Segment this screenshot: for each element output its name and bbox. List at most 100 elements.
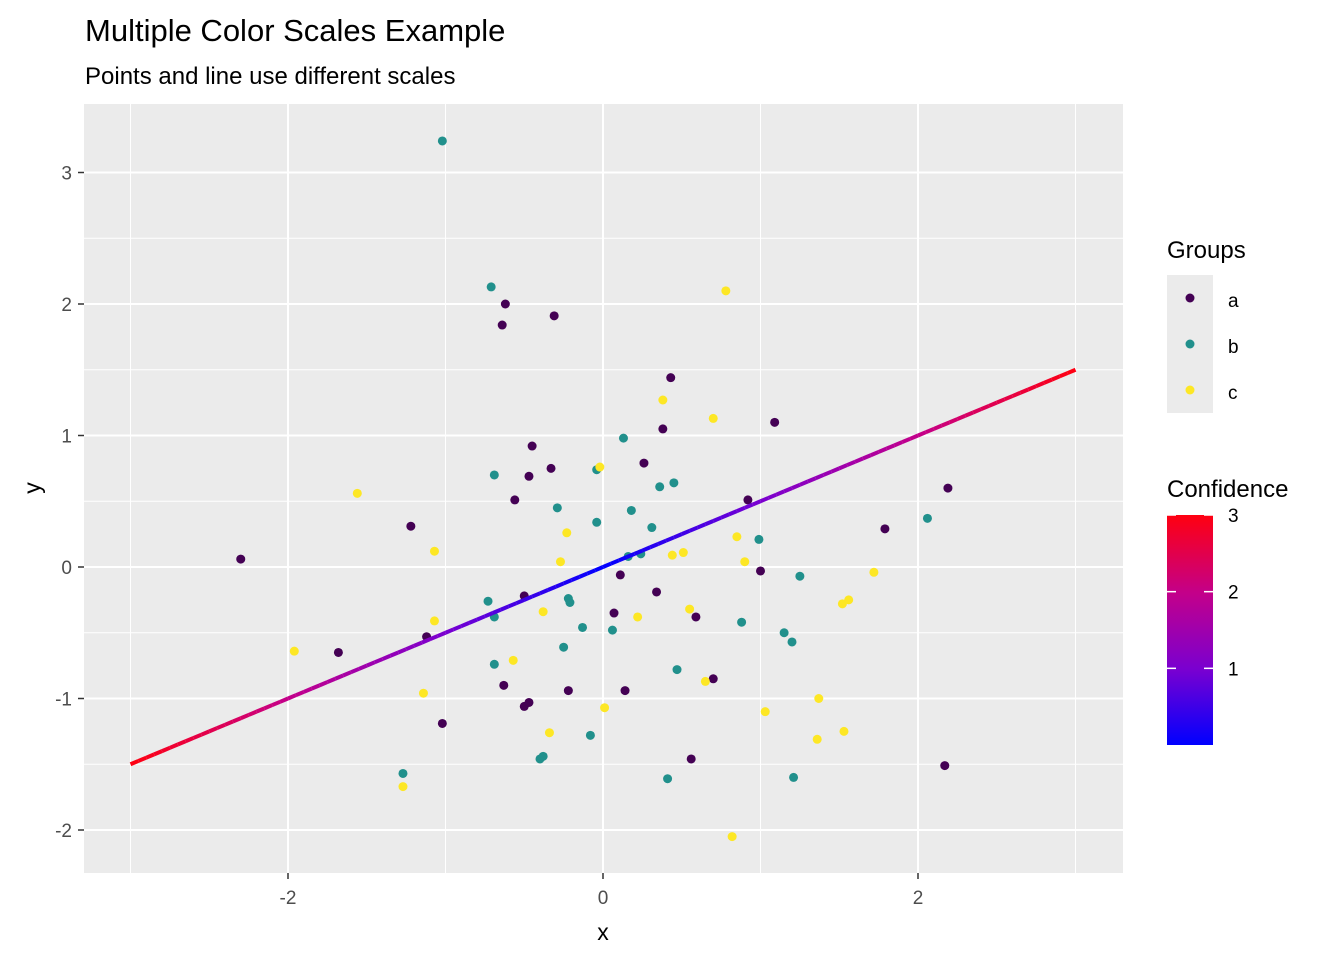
line-segment bbox=[594, 565, 604, 573]
line-segment bbox=[350, 667, 360, 675]
line-segment bbox=[925, 427, 935, 435]
line-segment bbox=[184, 736, 195, 744]
point-b bbox=[489, 659, 499, 669]
point-c bbox=[844, 595, 854, 605]
line-segment bbox=[625, 552, 636, 559]
point-a bbox=[880, 524, 890, 534]
line-segment bbox=[1058, 371, 1069, 379]
x-tick-label: -2 bbox=[280, 888, 297, 909]
line-segment bbox=[586, 568, 596, 576]
point-b bbox=[663, 774, 673, 784]
line-segment bbox=[799, 479, 809, 487]
x-tick-label: 0 bbox=[598, 888, 609, 909]
point-c bbox=[708, 413, 718, 423]
point-c bbox=[685, 604, 695, 614]
line-segment bbox=[208, 726, 218, 734]
legend-label-a: a bbox=[1228, 291, 1239, 312]
line-segment bbox=[712, 515, 722, 523]
line-segment bbox=[176, 739, 187, 747]
line-segment bbox=[405, 644, 415, 652]
point-a bbox=[943, 483, 953, 493]
point-b bbox=[779, 628, 789, 638]
line-segment bbox=[373, 657, 384, 665]
line-segment bbox=[932, 423, 943, 431]
point-c bbox=[740, 557, 750, 567]
point-a bbox=[563, 686, 573, 696]
line-segment bbox=[728, 509, 738, 517]
point-b bbox=[787, 637, 797, 647]
y-tick-label: 0 bbox=[61, 558, 72, 579]
line-segment bbox=[515, 598, 526, 606]
point-c bbox=[633, 612, 643, 622]
line-segment bbox=[743, 502, 754, 510]
line-segment bbox=[704, 519, 715, 527]
line-segment bbox=[484, 611, 494, 619]
line-segment bbox=[956, 413, 967, 421]
line-segment bbox=[806, 476, 817, 484]
line-segment bbox=[507, 601, 518, 609]
line-segment bbox=[326, 676, 337, 684]
line-segment bbox=[428, 634, 439, 642]
legend-label-b: b bbox=[1228, 337, 1239, 358]
point-c bbox=[839, 726, 849, 736]
point-a bbox=[743, 495, 753, 505]
legend-label-c: c bbox=[1228, 383, 1238, 404]
confidence-line bbox=[129, 367, 1077, 767]
y-tick-label: 2 bbox=[61, 295, 72, 316]
point-c bbox=[555, 557, 565, 567]
point-c bbox=[700, 676, 710, 686]
line-segment bbox=[846, 459, 856, 467]
line-segment bbox=[940, 420, 951, 428]
point-c bbox=[760, 707, 770, 717]
line-segment bbox=[1043, 377, 1053, 385]
line-segment bbox=[153, 749, 163, 757]
colorbar-label: 2 bbox=[1228, 583, 1239, 604]
point-b bbox=[737, 617, 747, 627]
line-segment bbox=[665, 535, 675, 543]
colorbar-label: 3 bbox=[1228, 506, 1239, 527]
line-segment bbox=[877, 446, 888, 454]
point-c bbox=[352, 488, 362, 498]
line-segment bbox=[1027, 384, 1037, 392]
line-segment bbox=[854, 456, 864, 464]
point-c bbox=[562, 528, 572, 538]
point-c bbox=[508, 655, 518, 665]
point-c bbox=[732, 532, 742, 542]
point-a bbox=[691, 612, 701, 622]
point-a bbox=[615, 570, 625, 580]
point-a bbox=[236, 554, 246, 564]
line-segment bbox=[389, 650, 400, 658]
line-segment bbox=[1066, 367, 1077, 375]
point-c bbox=[721, 286, 731, 296]
line-segment bbox=[767, 492, 778, 500]
point-a bbox=[770, 417, 780, 427]
line-segment bbox=[995, 397, 1006, 405]
line-segment bbox=[964, 410, 974, 418]
line-segment bbox=[680, 528, 691, 536]
line-segment bbox=[137, 755, 148, 763]
point-c bbox=[544, 728, 554, 738]
point-a bbox=[658, 424, 668, 434]
line-segment bbox=[720, 512, 730, 520]
line-segment bbox=[129, 759, 140, 767]
line-segment bbox=[917, 430, 927, 438]
line-segment bbox=[365, 660, 376, 668]
point-c bbox=[595, 462, 605, 472]
line-segment bbox=[523, 594, 533, 602]
line-segment bbox=[547, 584, 557, 592]
point-b bbox=[398, 768, 408, 778]
point-b bbox=[552, 503, 562, 513]
point-c bbox=[398, 782, 408, 792]
line-segment bbox=[673, 532, 683, 540]
line-segment bbox=[885, 443, 896, 451]
y-tick-label: -2 bbox=[55, 821, 72, 842]
point-b bbox=[669, 478, 679, 488]
line-segment bbox=[562, 578, 573, 586]
line-segment bbox=[696, 522, 707, 530]
x-axis-ticks: -2 0 2 bbox=[280, 873, 923, 909]
line-segment bbox=[814, 473, 825, 481]
point-a bbox=[652, 587, 662, 597]
line-segment bbox=[610, 558, 620, 566]
point-b bbox=[754, 534, 764, 544]
point-a bbox=[940, 761, 950, 771]
